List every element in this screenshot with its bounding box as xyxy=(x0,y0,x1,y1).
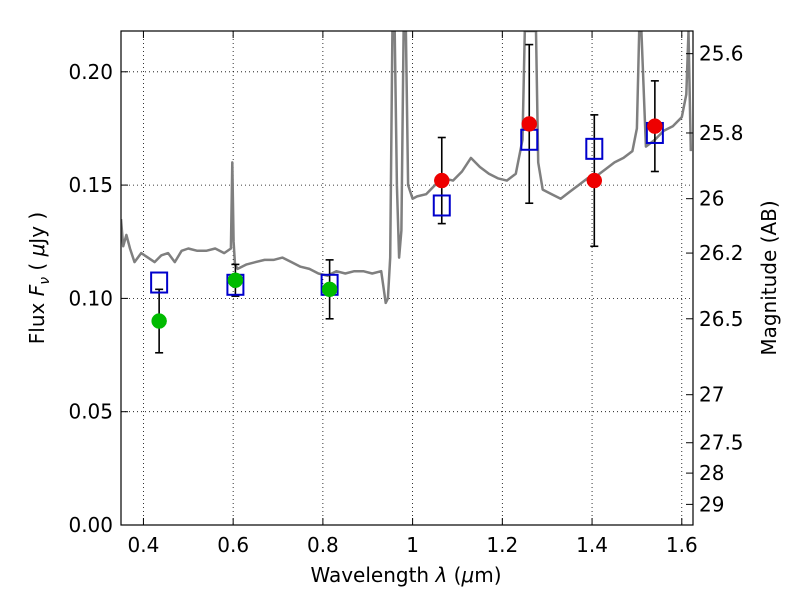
model-square xyxy=(150,271,169,294)
x-tick-label: 0.4 xyxy=(128,533,160,557)
data-point xyxy=(586,172,603,189)
y-axis-title: Flux Fν ( μJy ) xyxy=(25,212,53,344)
right-tick-label: 28 xyxy=(699,461,724,485)
right-tick-label: 26.2 xyxy=(699,241,744,265)
data-point xyxy=(227,272,244,289)
right-tick-label: 27 xyxy=(699,383,724,407)
y-tick-label: 0.00 xyxy=(68,513,113,537)
right-tick-label: 26 xyxy=(699,187,724,211)
right-tick-label: 25.6 xyxy=(699,42,744,66)
x-tick-label: 1.4 xyxy=(576,533,608,557)
y-tick-label: 0.15 xyxy=(68,173,113,197)
x-tick-label: 1 xyxy=(406,533,419,557)
data-point xyxy=(321,281,338,298)
axes: 0.4 0.6 0.8 1 1.2 1.4 1.6 0.00 0.05 0.10 0.15 0.20 2… xyxy=(68,30,744,557)
right-axis-title: Magnitude (AB) xyxy=(757,200,781,355)
x-axis-title: Wavelength λ (μm) xyxy=(310,563,501,587)
x-tick-label: 1.2 xyxy=(486,533,518,557)
model-square xyxy=(432,194,451,217)
data-point xyxy=(647,118,663,134)
x-tick-label: 0.6 xyxy=(217,533,249,557)
observed-points-layer xyxy=(151,116,663,329)
data-point xyxy=(434,172,450,189)
right-tick-label: 29 xyxy=(699,492,724,516)
y-tick-label: 0.05 xyxy=(68,400,113,424)
x-tick-label: 1.6 xyxy=(666,533,698,557)
right-tick-label: 27.5 xyxy=(699,431,744,455)
data-point xyxy=(151,313,167,329)
model-square xyxy=(585,137,604,160)
right-tick-label: 26.5 xyxy=(699,307,744,331)
right-tick-label: 25.8 xyxy=(699,121,744,145)
y-tick-label: 0.10 xyxy=(68,286,113,310)
x-tick-label: 0.8 xyxy=(307,533,339,557)
data-point xyxy=(521,116,538,132)
y-tick-label: 0.20 xyxy=(68,60,113,84)
plot-frame xyxy=(120,30,694,526)
